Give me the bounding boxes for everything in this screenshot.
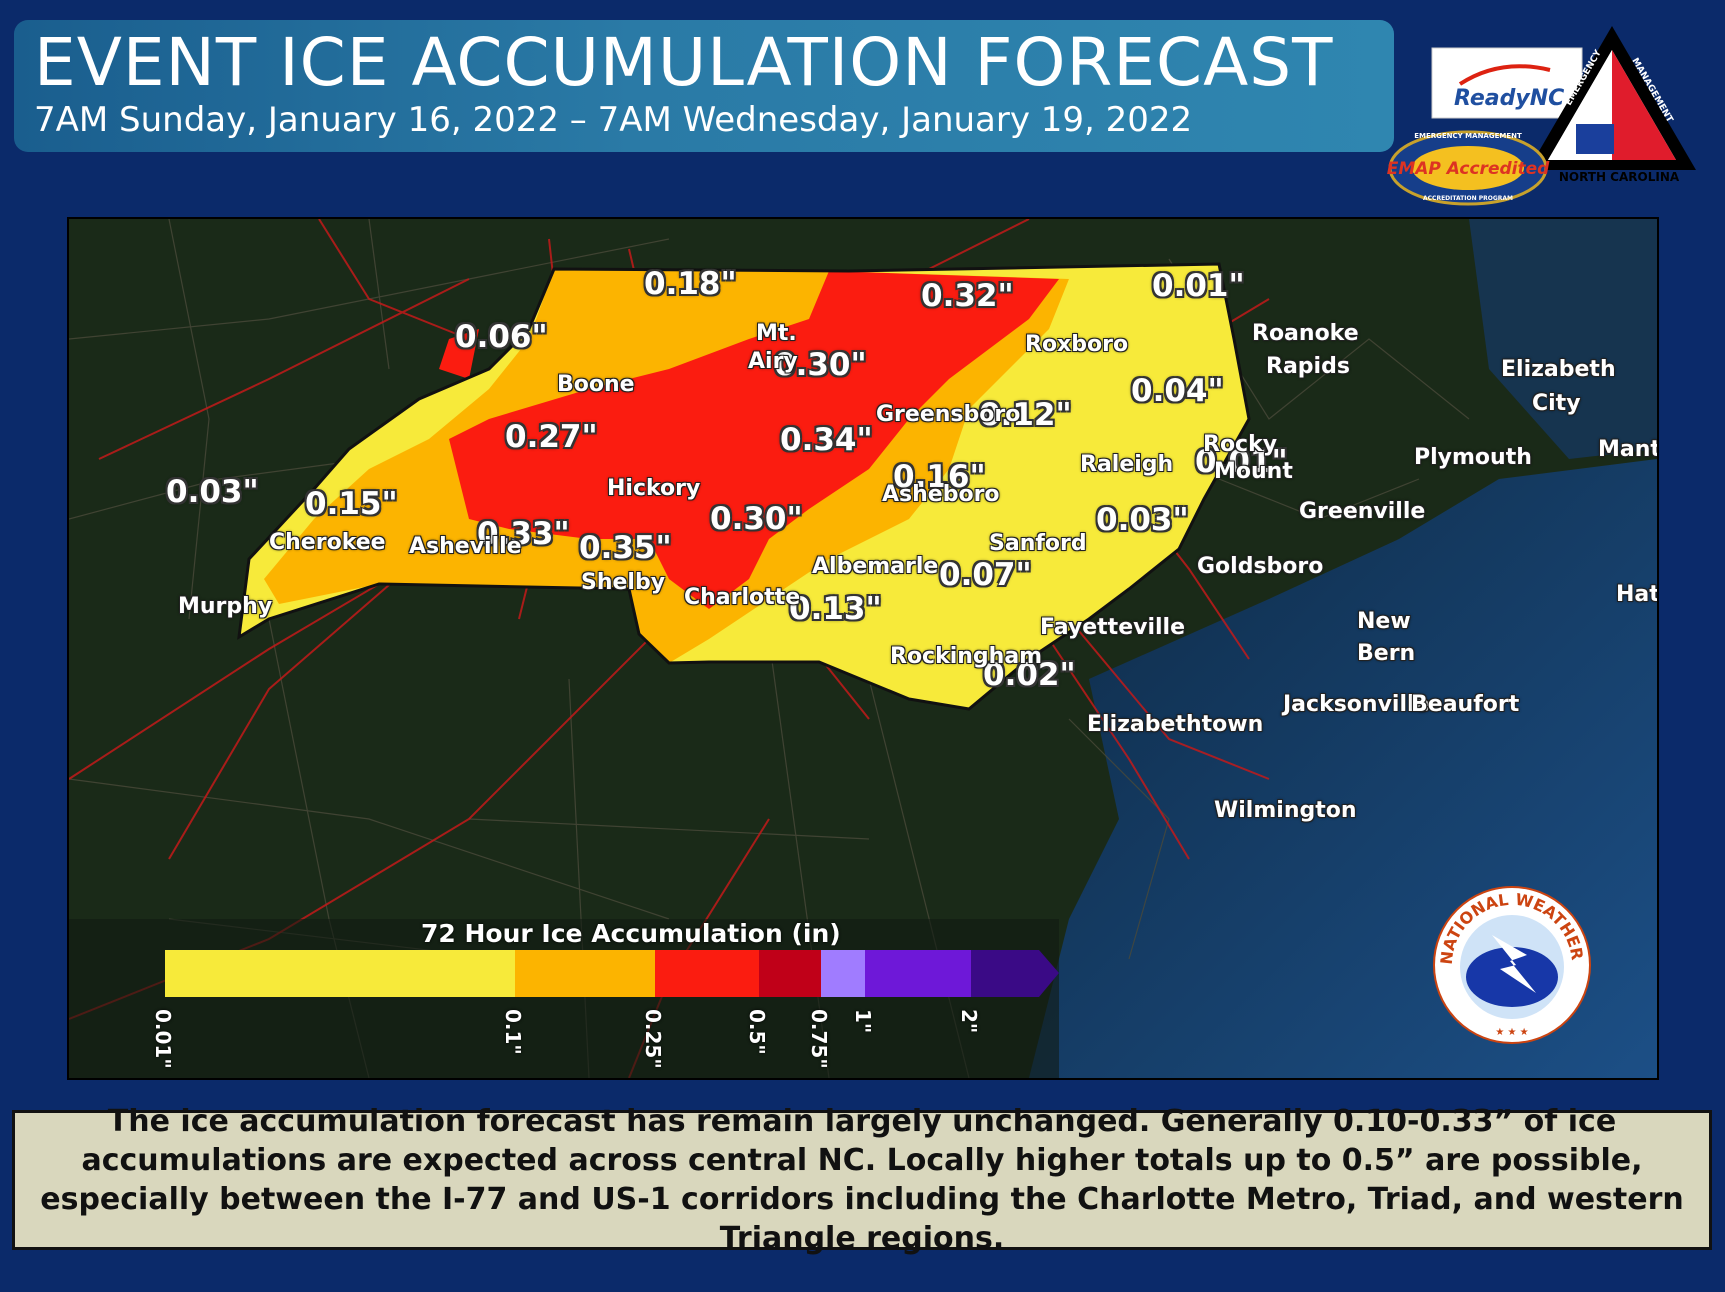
city-label: Rockingham — [890, 644, 1043, 669]
city-label: Asheville — [409, 534, 522, 559]
ice-amount: 0.15" — [305, 486, 398, 522]
legend-bin-6 — [865, 950, 971, 997]
legend-bin-5 — [821, 950, 865, 997]
ice-amount: 0.06" — [455, 319, 548, 355]
city-label: Greensboro — [876, 402, 1021, 427]
ice-amount: 0.13" — [789, 591, 882, 627]
legend-tick: 1" — [851, 1009, 875, 1034]
summary-text: The ice accumulation forecast has remain… — [40, 1104, 1684, 1256]
ice-amount: 0.27" — [505, 419, 598, 455]
svg-text:EMAP Accredited: EMAP Accredited — [1387, 159, 1550, 179]
ice-amount: 0.02" — [983, 657, 1076, 693]
ice-amount: 0.16" — [893, 459, 986, 495]
city-label: City — [1532, 391, 1581, 416]
legend-bar — [165, 950, 1059, 997]
ice-amount: 0.35" — [579, 530, 672, 566]
city-label: Plymouth — [1414, 445, 1532, 470]
page-subtitle: 7AM Sunday, January 16, 2022 – 7AM Wedne… — [34, 100, 1193, 140]
svg-text:EMERGENCY MANAGEMENT: EMERGENCY MANAGEMENT — [1414, 132, 1522, 140]
ice-map: 0.18" 0.32" 0.01" 0.06" 0.30" 0.04" 0.12… — [67, 217, 1659, 1080]
city-label: Beaufort — [1411, 692, 1520, 717]
legend-bin-1 — [165, 950, 515, 997]
city-label: Manteo — [1598, 437, 1657, 462]
ice-amount: 0.32" — [921, 278, 1014, 314]
city-label: Elizabeth — [1501, 357, 1616, 382]
legend-bin-7 — [971, 950, 1059, 997]
city-label: Hickory — [607, 476, 701, 501]
ice-amount: 0.03" — [166, 474, 259, 510]
legend-bin-4 — [759, 950, 821, 997]
city-label: Asheboro — [882, 482, 1000, 507]
city-label: Elizabethtown — [1087, 712, 1264, 737]
ice-amount: 0.01" — [1195, 444, 1288, 480]
city-label: Rocky — [1203, 432, 1278, 457]
ice-amount: 0.34" — [780, 422, 873, 458]
svg-text:NORTH CAROLINA: NORTH CAROLINA — [1559, 170, 1680, 184]
city-label: Jacksonville — [1283, 692, 1430, 717]
svg-text:★ ★ ★: ★ ★ ★ — [1495, 1027, 1528, 1038]
city-label: Boone — [557, 372, 635, 397]
ice-amount: 0.30" — [774, 347, 867, 383]
forecast-summary: The ice accumulation forecast has remain… — [12, 1104, 1712, 1256]
svg-text:ACCREDITATION PROGRAM: ACCREDITATION PROGRAM — [1423, 195, 1513, 202]
ice-amount: 0.07" — [939, 557, 1032, 593]
city-label: Bern — [1357, 641, 1416, 666]
legend-bin-2 — [515, 950, 655, 997]
ice-amount: 0.03" — [1096, 502, 1189, 538]
city-label: Wilmington — [1214, 798, 1357, 823]
city-label: Goldsboro — [1197, 554, 1324, 579]
city-label: Cherokee — [269, 530, 386, 555]
city-label: Airy — [748, 349, 798, 374]
legend-tick: 0.25" — [641, 1009, 665, 1069]
city-label: Sanford — [989, 531, 1087, 556]
ice-amount: 0.01" — [1152, 268, 1245, 304]
agency-logos: ReadyNC NORTH CAROLINA EMERGENCY MANAGEM… — [1387, 26, 1696, 206]
legend-tick: 2" — [957, 1009, 981, 1034]
city-label: Rapids — [1266, 354, 1350, 379]
ice-zone-heavy — [449, 271, 1059, 609]
city-label: Charlotte — [684, 585, 801, 610]
city-label: Raleigh — [1080, 452, 1174, 477]
city-label: Greenville — [1299, 499, 1426, 524]
readync-logo — [1431, 47, 1583, 119]
nws-logo: NATIONAL WEATHER SERVICE ★ ★ ★ — [1432, 885, 1591, 1044]
city-label: Albemarle — [812, 554, 939, 579]
city-label: Roanoke — [1252, 321, 1359, 346]
readync-text: ReadyNC — [1454, 86, 1564, 111]
ice-amount: 0.18" — [644, 266, 737, 302]
legend-bin-3 — [655, 950, 759, 997]
city-label: Hatteras — [1616, 582, 1659, 607]
page-title: EVENT ICE ACCUMULATION FORECAST — [34, 24, 1334, 101]
legend-tick: 0.5" — [745, 1009, 769, 1055]
city-label: New — [1357, 609, 1411, 634]
city-label: Mt. — [756, 321, 797, 346]
legend-tick: 0.01" — [151, 1009, 175, 1069]
ice-amount: 0.12" — [979, 397, 1072, 433]
city-label: Shelby — [581, 570, 666, 595]
city-label: Fayetteville — [1040, 615, 1186, 640]
ice-amount: 0.04" — [1131, 373, 1224, 409]
legend-tick: 0.1" — [501, 1009, 525, 1055]
legend-tick: 0.75" — [807, 1009, 831, 1069]
ice-amount: 0.33" — [477, 516, 570, 552]
header-banner: EVENT ICE ACCUMULATION FORECAST 7AM Sund… — [14, 20, 1394, 152]
city-label: Mount — [1214, 459, 1293, 484]
ice-amount: 0.30" — [710, 501, 803, 537]
city-label: Murphy — [178, 594, 273, 619]
legend-title: 72 Hour Ice Accumulation (in) — [421, 919, 841, 948]
city-label: Roxboro — [1025, 332, 1129, 357]
map-background — [69, 219, 1657, 1078]
